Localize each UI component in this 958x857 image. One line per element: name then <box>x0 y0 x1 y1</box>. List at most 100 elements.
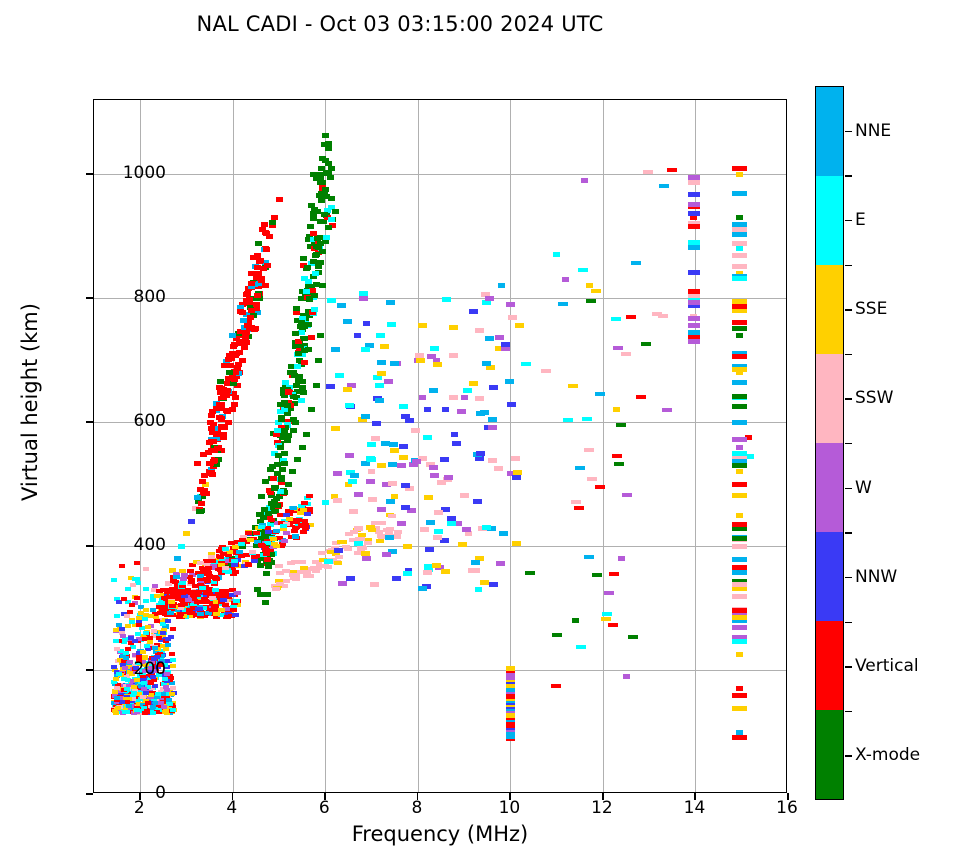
scatter-point <box>217 570 225 575</box>
scatter-point <box>343 386 353 392</box>
colorbar-segment-w[interactable] <box>816 443 843 532</box>
scatter-point <box>282 568 291 573</box>
scatter-point <box>309 236 317 242</box>
scatter-point <box>643 170 654 175</box>
scatter-point <box>222 593 230 598</box>
scatter-point <box>460 394 468 400</box>
scatter-point <box>254 586 262 592</box>
scatter-point <box>418 322 428 328</box>
scatter-point <box>154 630 161 635</box>
scatter-point <box>428 388 438 394</box>
scatter-point <box>324 141 332 147</box>
colorbar-segment-nne[interactable] <box>816 87 843 176</box>
scatter-point <box>207 552 215 557</box>
scatter-point <box>433 361 443 367</box>
scatter-point <box>278 467 286 473</box>
scatter-point <box>147 669 154 674</box>
scatter-point <box>217 401 225 407</box>
scatter-point <box>353 492 363 498</box>
scatter-point <box>155 605 163 610</box>
scatter-point <box>119 626 126 631</box>
scatter-point <box>170 708 177 713</box>
scatter-point <box>127 609 134 614</box>
grid-lines <box>94 100 786 792</box>
scatter-point <box>125 647 132 652</box>
scatter-point <box>396 462 406 468</box>
colorbar-segment-sse[interactable] <box>816 265 843 354</box>
scatter-point <box>229 604 237 609</box>
scatter-point <box>277 521 285 526</box>
scatter-point <box>257 562 265 568</box>
scatter-point <box>732 634 748 640</box>
scatter-point <box>168 635 175 640</box>
scatter-point <box>145 646 152 651</box>
scatter-point <box>345 532 354 537</box>
colorbar-segment-e[interactable] <box>816 176 843 265</box>
scatter-point <box>277 477 285 483</box>
scatter-point <box>304 309 312 315</box>
scatter-point <box>238 543 246 549</box>
scatter-point <box>247 315 255 321</box>
plot-area[interactable] <box>93 99 787 793</box>
scatter-point <box>121 639 128 644</box>
scatter-point <box>245 320 253 326</box>
colorbar-segment-vertical[interactable] <box>816 621 843 710</box>
scatter-point <box>324 559 334 565</box>
scatter-point <box>253 293 261 299</box>
scatter-point <box>307 244 315 250</box>
scatter-point <box>162 624 170 630</box>
scatter-point <box>224 562 232 568</box>
scatter-point <box>348 478 358 484</box>
scatter-point <box>156 705 163 710</box>
scatter-point <box>613 407 621 413</box>
scatter-point <box>258 525 266 530</box>
scatter-point <box>448 324 458 330</box>
scatter-point <box>400 482 410 488</box>
scatter-point <box>122 696 129 701</box>
scatter-point <box>373 375 383 381</box>
scatter-point <box>147 693 154 698</box>
scatter-point <box>687 289 700 295</box>
scatter-point <box>268 223 276 229</box>
scatter-point <box>259 514 267 520</box>
scatter-point <box>583 448 594 453</box>
scatter-point <box>123 650 130 655</box>
x-tick-label: 14 <box>683 798 706 818</box>
colorbar-segment-x-mode[interactable] <box>816 710 843 799</box>
scatter-point <box>336 303 346 309</box>
scatter-point <box>150 597 157 602</box>
scatter-point <box>220 432 228 438</box>
scatter-point <box>344 481 352 487</box>
scatter-point <box>152 648 160 654</box>
scatter-point <box>277 402 285 408</box>
scatter-point <box>581 416 592 421</box>
scatter-point <box>360 346 370 352</box>
colorbar-segment-nnw[interactable] <box>816 532 843 621</box>
scatter-point <box>415 353 425 359</box>
azimuth-colorbar[interactable] <box>815 86 844 800</box>
scatter-point <box>170 686 177 691</box>
scatter-point <box>262 282 270 288</box>
scatter-point <box>138 605 145 610</box>
scatter-point <box>303 288 311 294</box>
scatter-point <box>375 539 384 544</box>
y-tick-mark <box>86 669 93 671</box>
scatter-point <box>272 432 280 438</box>
scatter-point <box>423 407 431 413</box>
scatter-point <box>268 220 276 226</box>
scatter-point <box>143 598 150 603</box>
scatter-point <box>732 615 748 621</box>
scatter-point <box>323 171 331 177</box>
scatter-point <box>298 444 306 450</box>
colorbar-segment-ssw[interactable] <box>816 354 843 443</box>
scatter-point <box>500 345 510 351</box>
scatter-point <box>379 343 389 349</box>
scatter-point <box>111 690 118 695</box>
scatter-point <box>470 559 480 565</box>
scatter-point <box>735 215 743 221</box>
scatter-point <box>152 611 159 616</box>
scatter-point <box>473 498 483 504</box>
scatter-point <box>318 283 326 289</box>
scatter-point <box>299 566 308 571</box>
scatter-point <box>115 672 122 677</box>
